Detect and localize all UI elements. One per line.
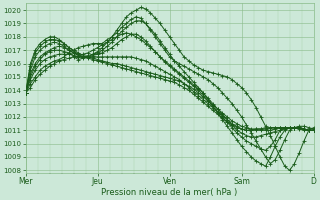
X-axis label: Pression niveau de la mer( hPa ): Pression niveau de la mer( hPa ): [101, 188, 238, 197]
